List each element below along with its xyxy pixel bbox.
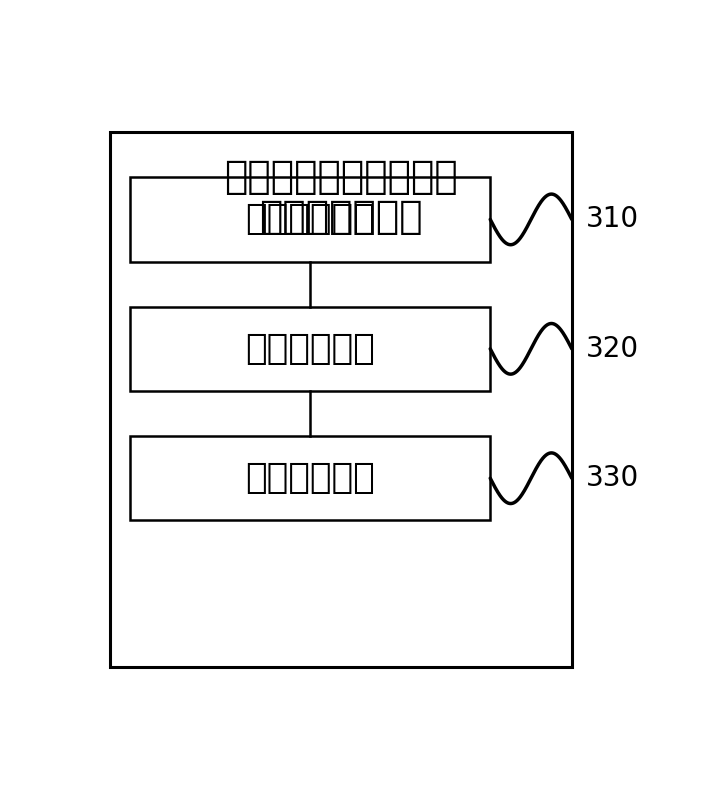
Text: 310: 310: [586, 206, 639, 233]
Text: 问题构建模块: 问题构建模块: [245, 331, 375, 365]
Text: 320: 320: [586, 335, 639, 363]
Text: 连接巡航控制系统的最: 连接巡航控制系统的最: [224, 158, 458, 196]
Text: 计算处理模块: 计算处理模块: [245, 461, 375, 495]
Bar: [130, 436, 490, 520]
Text: 330: 330: [586, 464, 639, 492]
Text: 优线性控制装置: 优线性控制装置: [259, 198, 423, 236]
Bar: [110, 132, 572, 667]
Bar: [130, 177, 490, 262]
Text: 系统建模模块: 系统建模模块: [245, 202, 375, 237]
Bar: [130, 307, 490, 391]
